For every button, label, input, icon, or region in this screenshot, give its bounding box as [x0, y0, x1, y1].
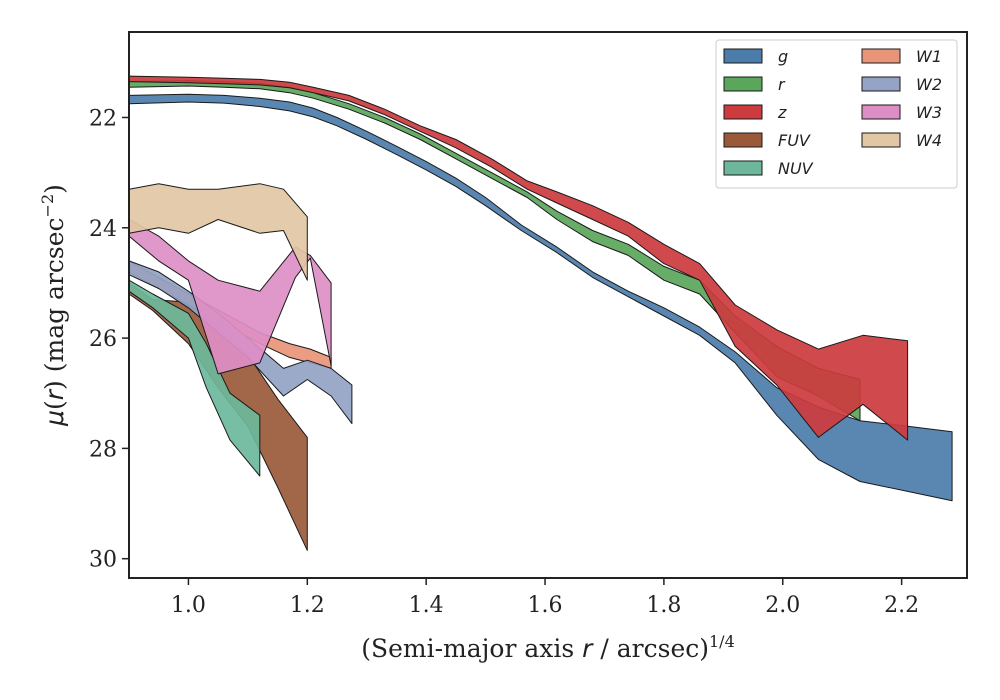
x-tick-label: 1.8 — [646, 593, 681, 618]
legend: grz FUV NUV W1 W2 W3 W4 — [715, 39, 958, 189]
band-w4 — [128, 183, 308, 281]
band-w3 — [128, 219, 332, 375]
x-tick-label: 1.4 — [409, 593, 444, 618]
legend-swatch-w4 — [861, 132, 901, 148]
legend-label-g: g — [778, 47, 788, 66]
legend-label-w4: W4 — [916, 131, 942, 150]
y-tick-label: 30 — [89, 548, 117, 573]
x-tick-label: 2.2 — [884, 593, 919, 618]
legend-swatch-w3 — [861, 104, 901, 120]
y-tick-label: 28 — [89, 437, 117, 462]
x-tick-label: 1.0 — [171, 593, 206, 618]
x-tick-label: 1.6 — [528, 593, 563, 618]
legend-swatch-w1 — [861, 48, 901, 64]
x-tick-label: 1.2 — [290, 593, 325, 618]
legend-label-w2: W2 — [916, 75, 942, 94]
band-g — [128, 93, 953, 502]
legend-label-r: r — [778, 75, 786, 94]
band-nuv — [128, 279, 261, 477]
legend-swatch-r — [723, 76, 763, 92]
band-z — [128, 75, 909, 441]
legend-swatch-w2 — [861, 76, 901, 92]
legend-label-w3: W3 — [916, 103, 942, 122]
x-tick-label: 2.0 — [765, 593, 800, 618]
y-tick-label: 26 — [89, 327, 117, 352]
y-tick-label: 24 — [89, 217, 117, 242]
legend-label-nuv: NUV — [778, 159, 814, 178]
y-tick-label: 22 — [89, 106, 117, 131]
x-axis-title: (Semi-major axis r / arcsec)1/4 — [361, 632, 735, 663]
band-r — [128, 80, 861, 422]
legend-label-w1: W1 — [916, 47, 942, 66]
legend-label-fuv: FUV — [778, 131, 811, 150]
legend-swatch-g — [723, 48, 763, 64]
legend-swatch-z — [723, 104, 763, 120]
legend-swatch-nuv — [723, 160, 763, 176]
legend-label-z: z — [777, 103, 787, 122]
legend-swatch-fuv — [723, 132, 763, 148]
y-axis-title: μ(r) (mag arcsec−2) — [38, 184, 69, 427]
plot-frame — [128, 31, 968, 579]
